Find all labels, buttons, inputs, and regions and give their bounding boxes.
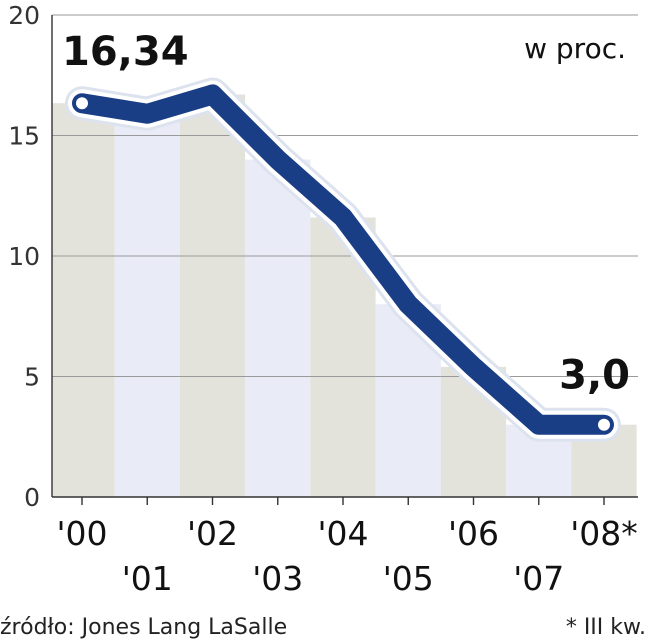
source-note: źródło: Jones Lang LaSalle — [0, 615, 287, 640]
y-tick-label: 5 — [24, 363, 40, 392]
y-tick-label: 0 — [24, 483, 40, 512]
column-bands — [52, 94, 637, 498]
series-line — [72, 84, 614, 435]
data-labels: 16,34 3,0 — [62, 29, 630, 398]
x-axis-labels: '00 '01 '02 '03 '04 '05 '06 '07'08* — [56, 514, 637, 598]
series-endpoint — [76, 97, 88, 110]
data-label: 3,0 — [559, 353, 630, 399]
x-tick-label: '04 — [317, 514, 368, 553]
column-band — [245, 159, 311, 497]
y-tick-label: 20 — [8, 1, 40, 30]
y-tick-label: 10 — [8, 242, 40, 271]
series-endpoint — [598, 418, 610, 431]
column-band — [179, 94, 246, 497]
y-tick-label: 15 — [8, 122, 40, 151]
x-tick-label: '05 — [383, 559, 434, 598]
x-tick-label: '07 — [513, 559, 564, 598]
x-tick-label: '08* — [570, 514, 638, 553]
x-tick-label: '03 — [252, 559, 303, 598]
x-tick-label: '00 — [56, 514, 107, 553]
column-band — [52, 103, 115, 498]
x-tick-label: '01 — [122, 559, 173, 598]
column-band — [114, 113, 180, 497]
y-axis-ticks: 0 5 10 15 20 — [8, 1, 40, 512]
x-tick-label: '02 — [187, 514, 238, 553]
gridlines — [51, 14, 638, 505]
data-label: 16,34 — [62, 29, 189, 75]
x-tick-label: '06 — [448, 514, 499, 553]
series-lines — [65, 77, 621, 442]
unit-label: w proc. — [524, 32, 626, 65]
footnote: * III kw. — [566, 615, 646, 640]
series-endpoints — [76, 97, 610, 431]
